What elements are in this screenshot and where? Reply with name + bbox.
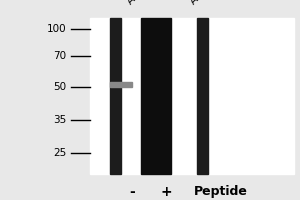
- Text: 35: 35: [53, 115, 66, 125]
- Text: Peptide: Peptide: [194, 186, 247, 198]
- Text: 25: 25: [53, 148, 66, 158]
- Text: 70: 70: [53, 51, 66, 61]
- Text: A431: A431: [188, 0, 214, 6]
- Bar: [90, 18, 294, 174]
- Text: 50: 50: [53, 82, 66, 92]
- Text: -: -: [129, 185, 135, 199]
- Text: A431: A431: [125, 0, 151, 6]
- Bar: [197, 18, 208, 174]
- Text: 100: 100: [46, 24, 66, 34]
- Bar: [110, 18, 121, 174]
- Bar: [110, 82, 132, 87]
- Text: +: +: [161, 185, 172, 199]
- Bar: [141, 18, 171, 174]
